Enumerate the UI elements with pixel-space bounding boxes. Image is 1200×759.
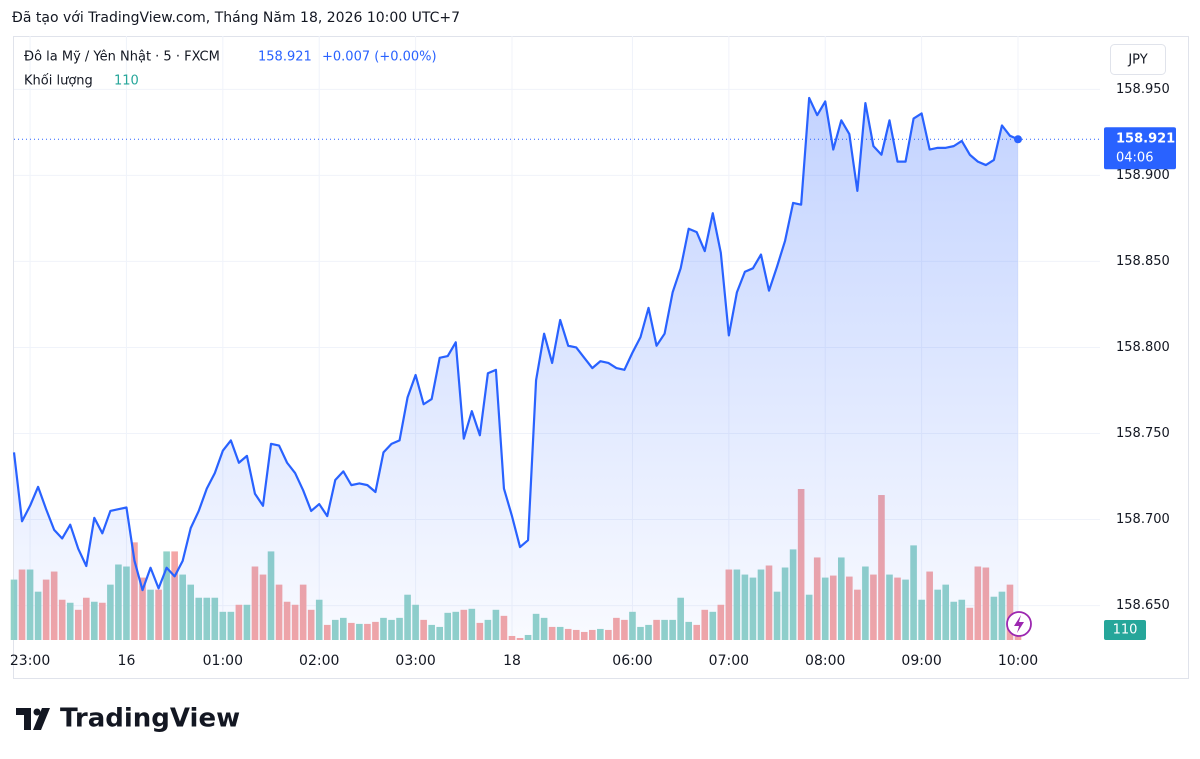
price-area xyxy=(14,97,1018,640)
brand: TradingView xyxy=(60,704,240,734)
volume-badge xyxy=(1104,620,1146,640)
currency[interactable]: JPY xyxy=(1127,53,1147,68)
price-line xyxy=(12,96,1100,640)
x-tick-label: 18 xyxy=(503,653,521,669)
y-tick-label: 158.650 xyxy=(1116,598,1170,613)
legend-price: 158.921 xyxy=(258,50,312,65)
symbol: Đô la Mỹ / Yên Nhật · 5 · FXCM xyxy=(24,50,220,65)
y-tick-label: 158.750 xyxy=(1116,426,1170,441)
brand-logo xyxy=(16,708,50,730)
x-tick-label: 10:00 xyxy=(998,653,1038,669)
y-tick-label: 158.950 xyxy=(1116,82,1170,97)
x-tick-label: 01:00 xyxy=(203,653,243,669)
price-badge-value: 158.921 xyxy=(1116,132,1175,147)
y-tick-label: 158.850 xyxy=(1116,254,1170,269)
price-badge xyxy=(1104,127,1176,170)
x-tick-label: 03:00 xyxy=(395,653,435,669)
volume-label: Khối lượng xyxy=(24,74,93,89)
x-tick-label: 02:00 xyxy=(299,653,339,669)
chart-frame xyxy=(13,36,1189,679)
last-point xyxy=(1014,135,1022,144)
x-tick-label: 23:00 xyxy=(10,653,50,669)
legend-change: +0.007 (+0.00%) xyxy=(322,50,437,65)
x-tick-label: 09:00 xyxy=(901,653,941,669)
x-tick-label: 16 xyxy=(118,653,136,669)
volume-badge-value: 110 xyxy=(1113,623,1138,638)
x-tick-label: 06:00 xyxy=(612,653,652,669)
x-tick-label: 08:00 xyxy=(805,653,845,669)
currency-button[interactable] xyxy=(1110,44,1166,75)
x-tick-label: 07:00 xyxy=(709,653,749,669)
y-tick-label: 158.800 xyxy=(1116,340,1170,355)
lightning-icon[interactable] xyxy=(1006,611,1032,637)
legend-volume: 110 xyxy=(114,74,139,89)
y-tick-label: 158.700 xyxy=(1116,512,1170,527)
countdown: 04:06 xyxy=(1116,151,1153,166)
axes: 158.650 158.700 158.750 158.800 158.850 158.9… xyxy=(10,82,1176,669)
header: Đã tạo với TradingView.com, Tháng Năm 18… xyxy=(12,10,460,26)
y-tick-label: 158.900 xyxy=(1116,168,1170,183)
price-line xyxy=(12,96,1019,592)
